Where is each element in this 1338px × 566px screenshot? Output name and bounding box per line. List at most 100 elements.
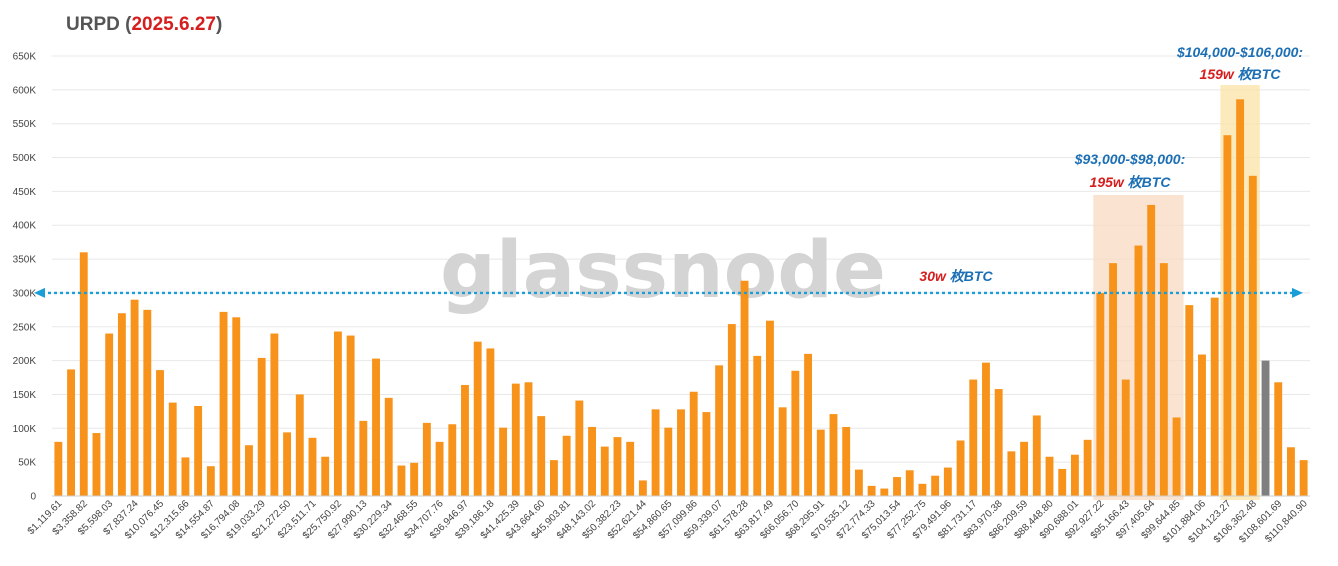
bar	[435, 441, 444, 496]
bar	[918, 483, 927, 496]
bar	[486, 348, 495, 496]
bar	[994, 389, 1003, 496]
bar	[982, 362, 990, 496]
bar	[1070, 454, 1079, 496]
y-tick-label: 550K	[13, 119, 37, 130]
bar	[1083, 439, 1092, 496]
zone1-value: 195w	[1090, 174, 1125, 190]
y-tick-label: 450K	[13, 187, 37, 198]
bar	[206, 466, 215, 496]
bar	[651, 409, 660, 496]
title-open-paren: (	[119, 14, 132, 35]
bar	[1020, 441, 1029, 496]
bar	[1032, 415, 1041, 496]
y-tick-label: 0	[30, 492, 36, 503]
bar	[1058, 468, 1067, 496]
bar	[67, 369, 75, 496]
bar	[1109, 263, 1117, 496]
bar	[499, 427, 508, 496]
bar	[1287, 447, 1295, 496]
bar	[753, 355, 762, 496]
bar	[257, 357, 266, 496]
bar	[1096, 292, 1105, 496]
y-tick-label: 350K	[13, 255, 37, 266]
bar	[1121, 379, 1130, 496]
y-axis: 0 50K 100K 150K 200K 250K 300K 350K 400K 450K 500K…	[13, 52, 37, 503]
bars	[54, 99, 1308, 497]
bar	[1223, 135, 1232, 496]
bar	[168, 402, 177, 496]
bar	[969, 379, 978, 496]
bar	[1007, 451, 1016, 496]
bar	[410, 462, 419, 496]
bar	[626, 441, 635, 496]
bar	[931, 475, 940, 496]
y-tick-label: 500K	[13, 153, 37, 164]
watermark-text: glassnode	[440, 226, 886, 316]
bar	[842, 426, 851, 496]
bar	[283, 432, 292, 496]
zone2-range-label: $104,000-$106,000:	[1176, 44, 1303, 60]
line-annotation: 30w 枚BTC	[919, 268, 993, 284]
bar	[549, 460, 558, 496]
bar	[1045, 456, 1054, 496]
reference-line-group	[34, 287, 1303, 298]
line-annotation-unit: 枚BTC	[946, 268, 994, 284]
bar	[905, 470, 914, 496]
bar	[1248, 175, 1257, 497]
title-close-paren: )	[215, 14, 223, 35]
y-tick-label: 600K	[13, 85, 37, 96]
bar	[702, 412, 711, 496]
bar	[1236, 99, 1245, 497]
bar	[791, 370, 800, 496]
reference-arrow-right	[1292, 287, 1303, 298]
chart-title: URPD (2025.6.27)	[66, 14, 222, 36]
bar	[715, 365, 724, 496]
bar	[359, 420, 368, 496]
bar	[461, 384, 469, 496]
bar	[308, 437, 317, 496]
bar	[1185, 305, 1194, 496]
bar	[943, 467, 952, 496]
title-date: 2025.6.27	[131, 14, 216, 35]
bar	[588, 426, 596, 496]
bar	[778, 407, 787, 496]
bar	[829, 414, 838, 496]
bar	[194, 405, 203, 496]
bar	[677, 409, 685, 496]
zone1-range-label: $93,000-$98,000:	[1074, 151, 1186, 167]
bar	[79, 252, 88, 496]
bar	[766, 320, 774, 496]
bar	[232, 317, 241, 496]
y-tick-label: 100K	[13, 424, 37, 435]
bar	[664, 427, 673, 496]
bar	[562, 435, 571, 496]
y-tick-label: 300K	[13, 288, 37, 299]
bar	[613, 437, 622, 496]
bar	[346, 335, 355, 496]
bar	[1299, 460, 1308, 496]
zone1-unit: 枚BTC	[1124, 174, 1172, 190]
bar	[117, 313, 126, 496]
bar	[880, 488, 889, 496]
y-tick-label: 150K	[13, 390, 37, 401]
bar	[321, 456, 330, 496]
bar	[130, 299, 139, 496]
bar	[333, 331, 342, 496]
bar	[219, 311, 228, 496]
bar	[893, 477, 901, 496]
zone1-value-label: 195w 枚BTC	[1090, 174, 1172, 190]
bar	[867, 485, 876, 496]
bar	[1274, 382, 1283, 496]
bar	[54, 441, 63, 496]
reference-arrow-left	[34, 287, 45, 298]
bar	[1261, 360, 1270, 496]
bar	[740, 280, 749, 496]
bar	[511, 383, 520, 496]
bar	[1147, 204, 1156, 496]
bar	[245, 445, 253, 496]
y-tick-label: 250K	[13, 322, 37, 333]
bar	[397, 465, 406, 496]
bar	[689, 391, 698, 496]
annotations: 30w 枚BTC $93,000-$98,000: 195w 枚BTC $104…	[919, 44, 1303, 284]
